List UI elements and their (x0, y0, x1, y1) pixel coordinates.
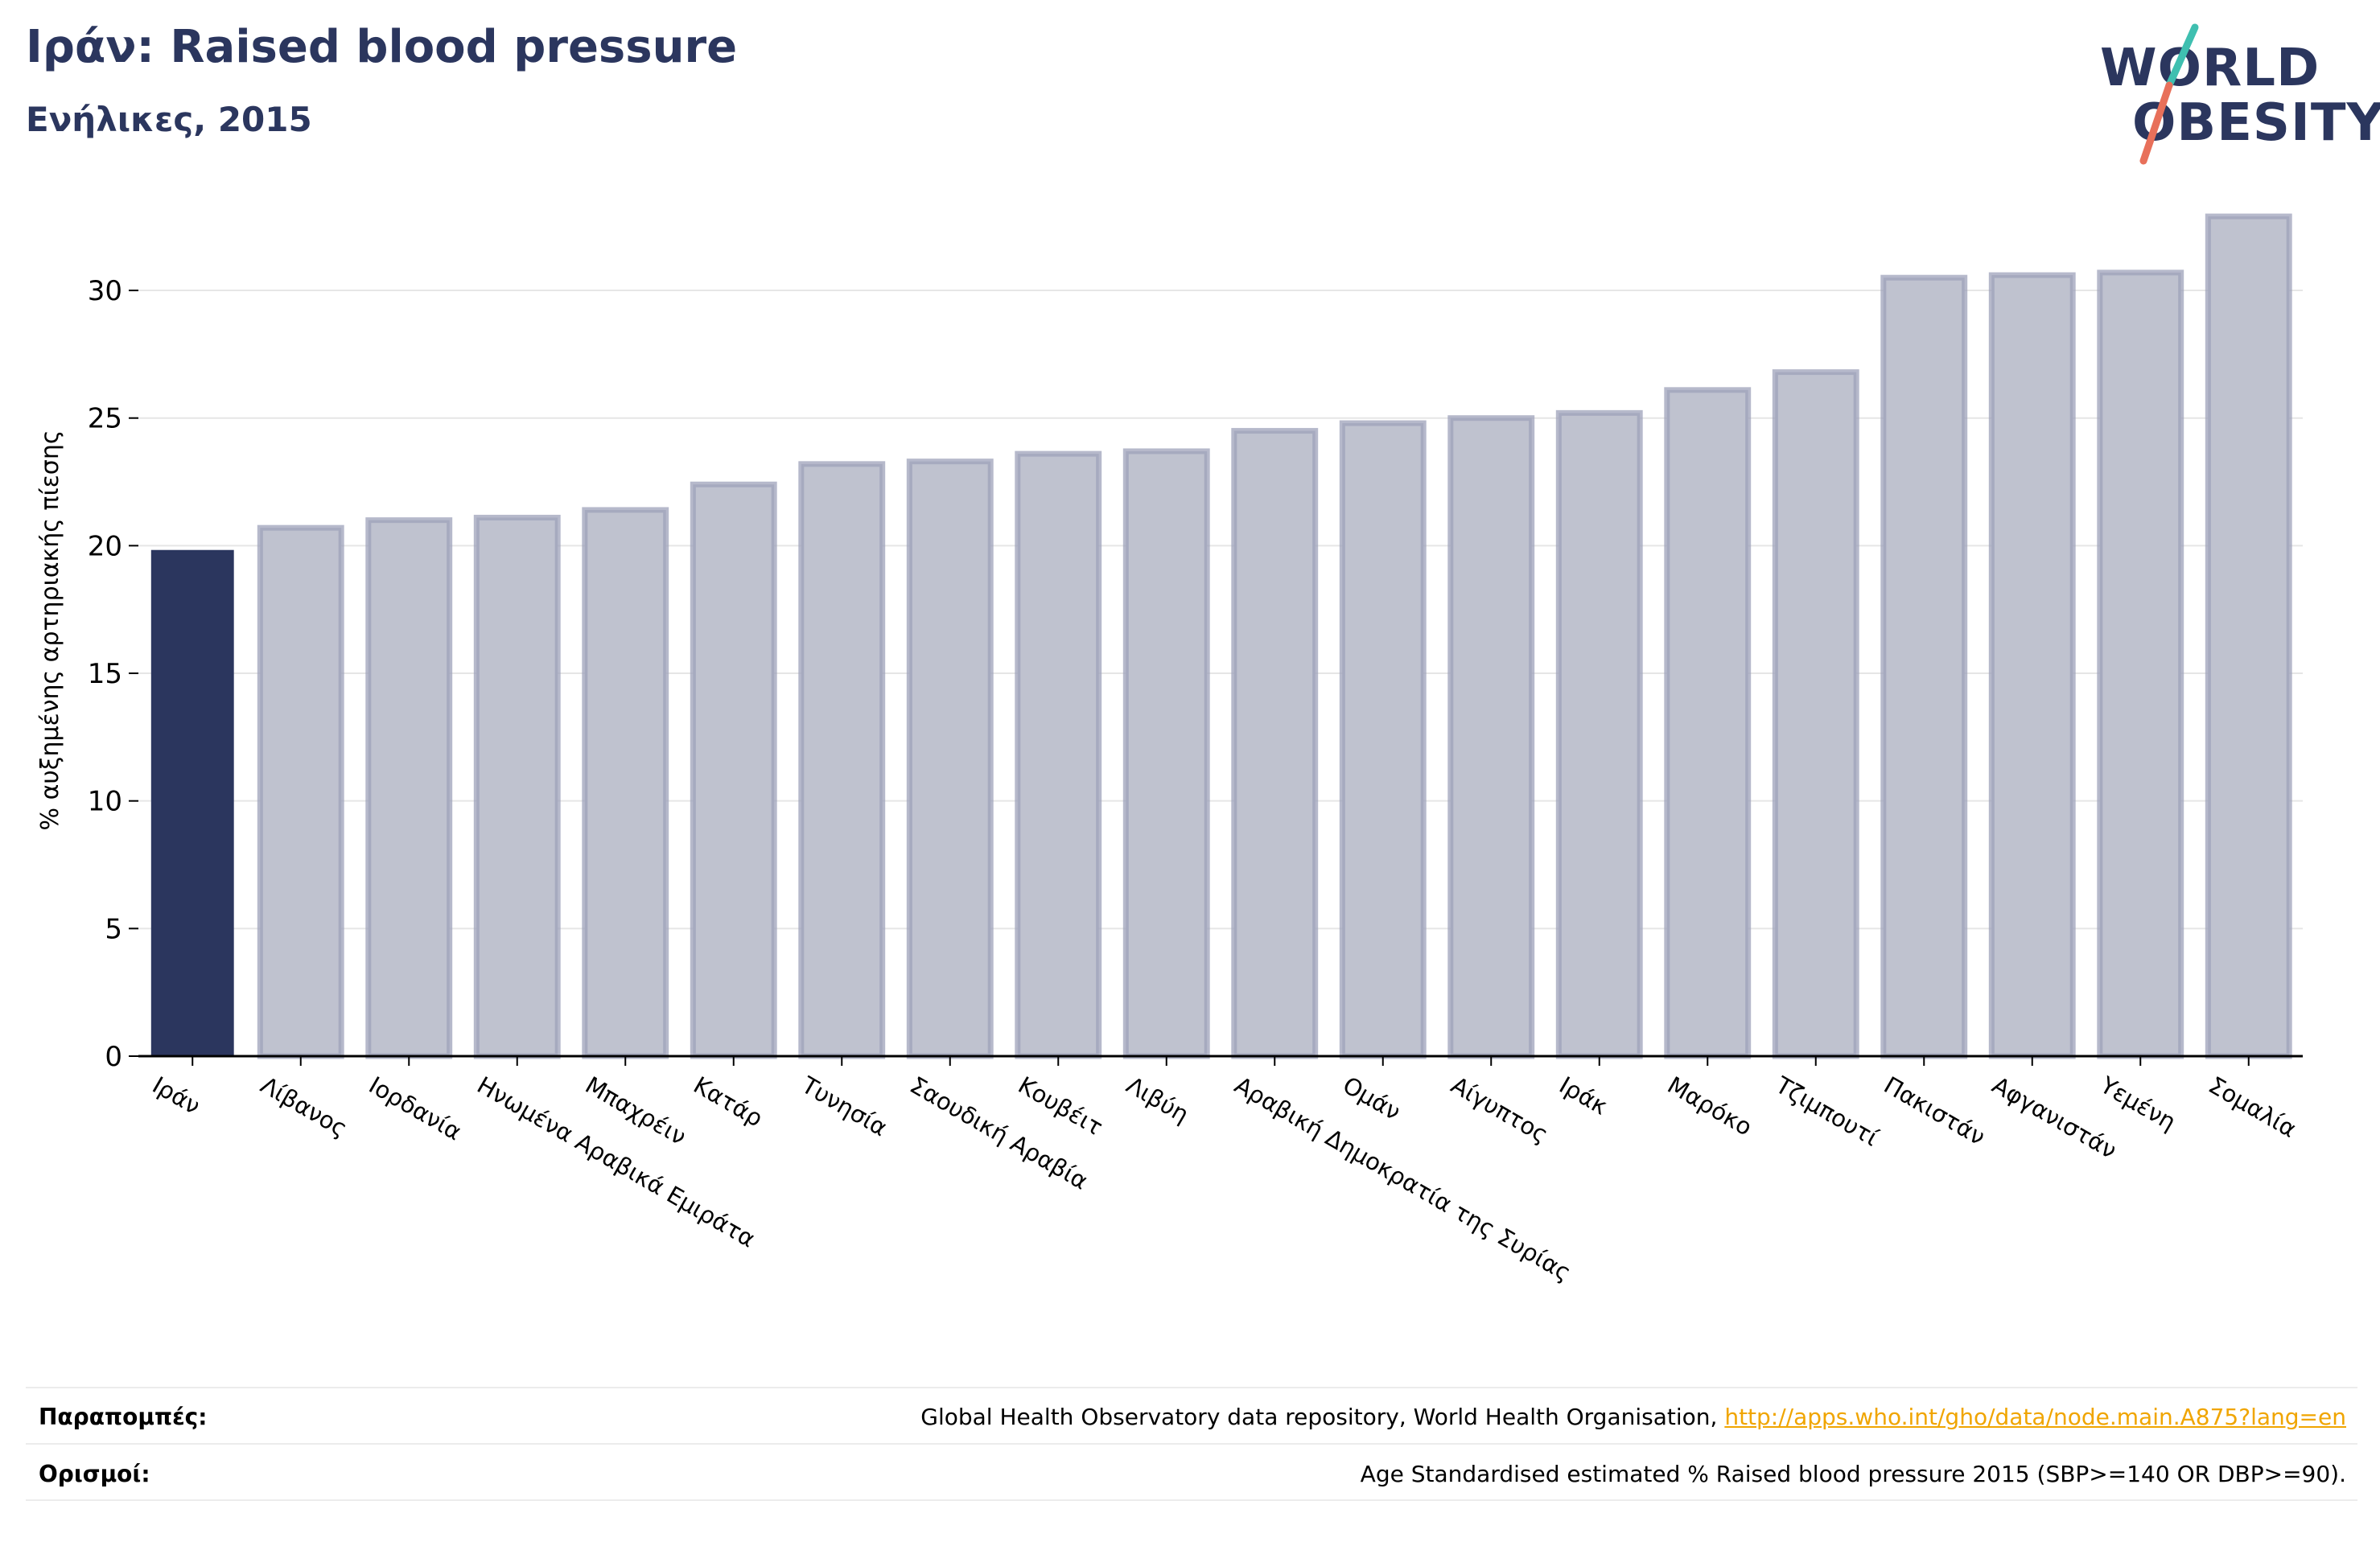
bar (1555, 409, 1643, 1059)
x-tick-label: Πακιστάν (1880, 1071, 1990, 1151)
bar-chart: 0 5 10 15 20 25 30 % αυξημένης αρτηριακής πίεση… (36, 213, 2303, 1286)
references-text: Global Health Observatory data repositor… (920, 1404, 2346, 1430)
x-tick-label: Μαρόκο (1663, 1071, 1757, 1141)
x-tick-label: Αίγυπτος (1447, 1071, 1553, 1149)
x-tick-label: Σαουδική Αραβία (905, 1071, 1093, 1195)
footer-divider-top (26, 1387, 2357, 1388)
bar (1880, 274, 1968, 1059)
bar (1664, 387, 1752, 1059)
bar (1015, 450, 1102, 1059)
y-tick-label: 10 (88, 786, 122, 818)
bar (257, 524, 344, 1059)
x-tick-label: Λιβύη (1122, 1071, 1193, 1129)
references-link[interactable]: http://apps.who.int/gho/data/node.main.A… (1724, 1404, 2346, 1430)
bar (582, 507, 669, 1059)
x-tick-label: Ομάν (1338, 1071, 1405, 1126)
definitions-label: Ορισμοί: (39, 1461, 150, 1487)
bar (2097, 269, 2184, 1059)
x-tick-label: Λίβανος (256, 1071, 352, 1143)
x-tick-label: Κουβέιτ (1014, 1071, 1108, 1141)
bar (1988, 272, 2076, 1059)
logo-slash-icon (2139, 23, 2199, 165)
bar (1339, 420, 1427, 1059)
x-tick-label: Τζιμπουτί (1770, 1071, 1883, 1152)
y-tick-label: 15 (88, 658, 122, 690)
bar (2205, 213, 2292, 1059)
footer-divider-middle (26, 1443, 2357, 1445)
y-axis-label: % αυξημένης αρτηριακής πίεσης (36, 430, 64, 831)
bar (150, 549, 234, 1057)
references-label: Παραπομπές: (39, 1404, 208, 1430)
page-title: Ιράν: Raised blood pressure (26, 21, 738, 73)
y-tick-label: 25 (88, 403, 122, 435)
bar (1772, 369, 1859, 1059)
bar (365, 517, 453, 1059)
bar (1231, 428, 1319, 1059)
bar (473, 514, 561, 1059)
bar (1122, 448, 1210, 1059)
y-tick-label: 30 (88, 275, 122, 307)
y-tick-label: 0 (105, 1041, 122, 1073)
page-subtitle: Ενήλικες, 2015 (26, 100, 312, 139)
logo-line-1: WORLD (2100, 39, 2320, 98)
x-tick-label: Ιορδανία (364, 1071, 467, 1146)
x-tick-label: Υεμένη (2095, 1071, 2180, 1136)
x-tick-label: Τυνησία (797, 1071, 892, 1141)
x-tick-label: Ιράν (148, 1071, 205, 1121)
bar (906, 458, 994, 1059)
definitions-text: Age Standardised estimated % Raised bloo… (1360, 1461, 2346, 1487)
logo-line-2: OBESITY (2132, 93, 2380, 153)
x-tick-label: Ιράκ (1554, 1071, 1612, 1121)
y-tick-label: 5 (105, 913, 122, 945)
bar (690, 481, 777, 1059)
x-tick-label: Σομαλία (2204, 1071, 2301, 1143)
y-tick-label: 20 (88, 530, 122, 562)
bar (1447, 415, 1535, 1059)
footer-divider-bottom (26, 1499, 2357, 1501)
world-obesity-logo: WORLD OBESITY (2100, 23, 2380, 167)
x-tick-label: Κατάρ (689, 1071, 768, 1133)
bar (798, 461, 886, 1059)
references-source: Global Health Observatory data repositor… (920, 1404, 1725, 1430)
